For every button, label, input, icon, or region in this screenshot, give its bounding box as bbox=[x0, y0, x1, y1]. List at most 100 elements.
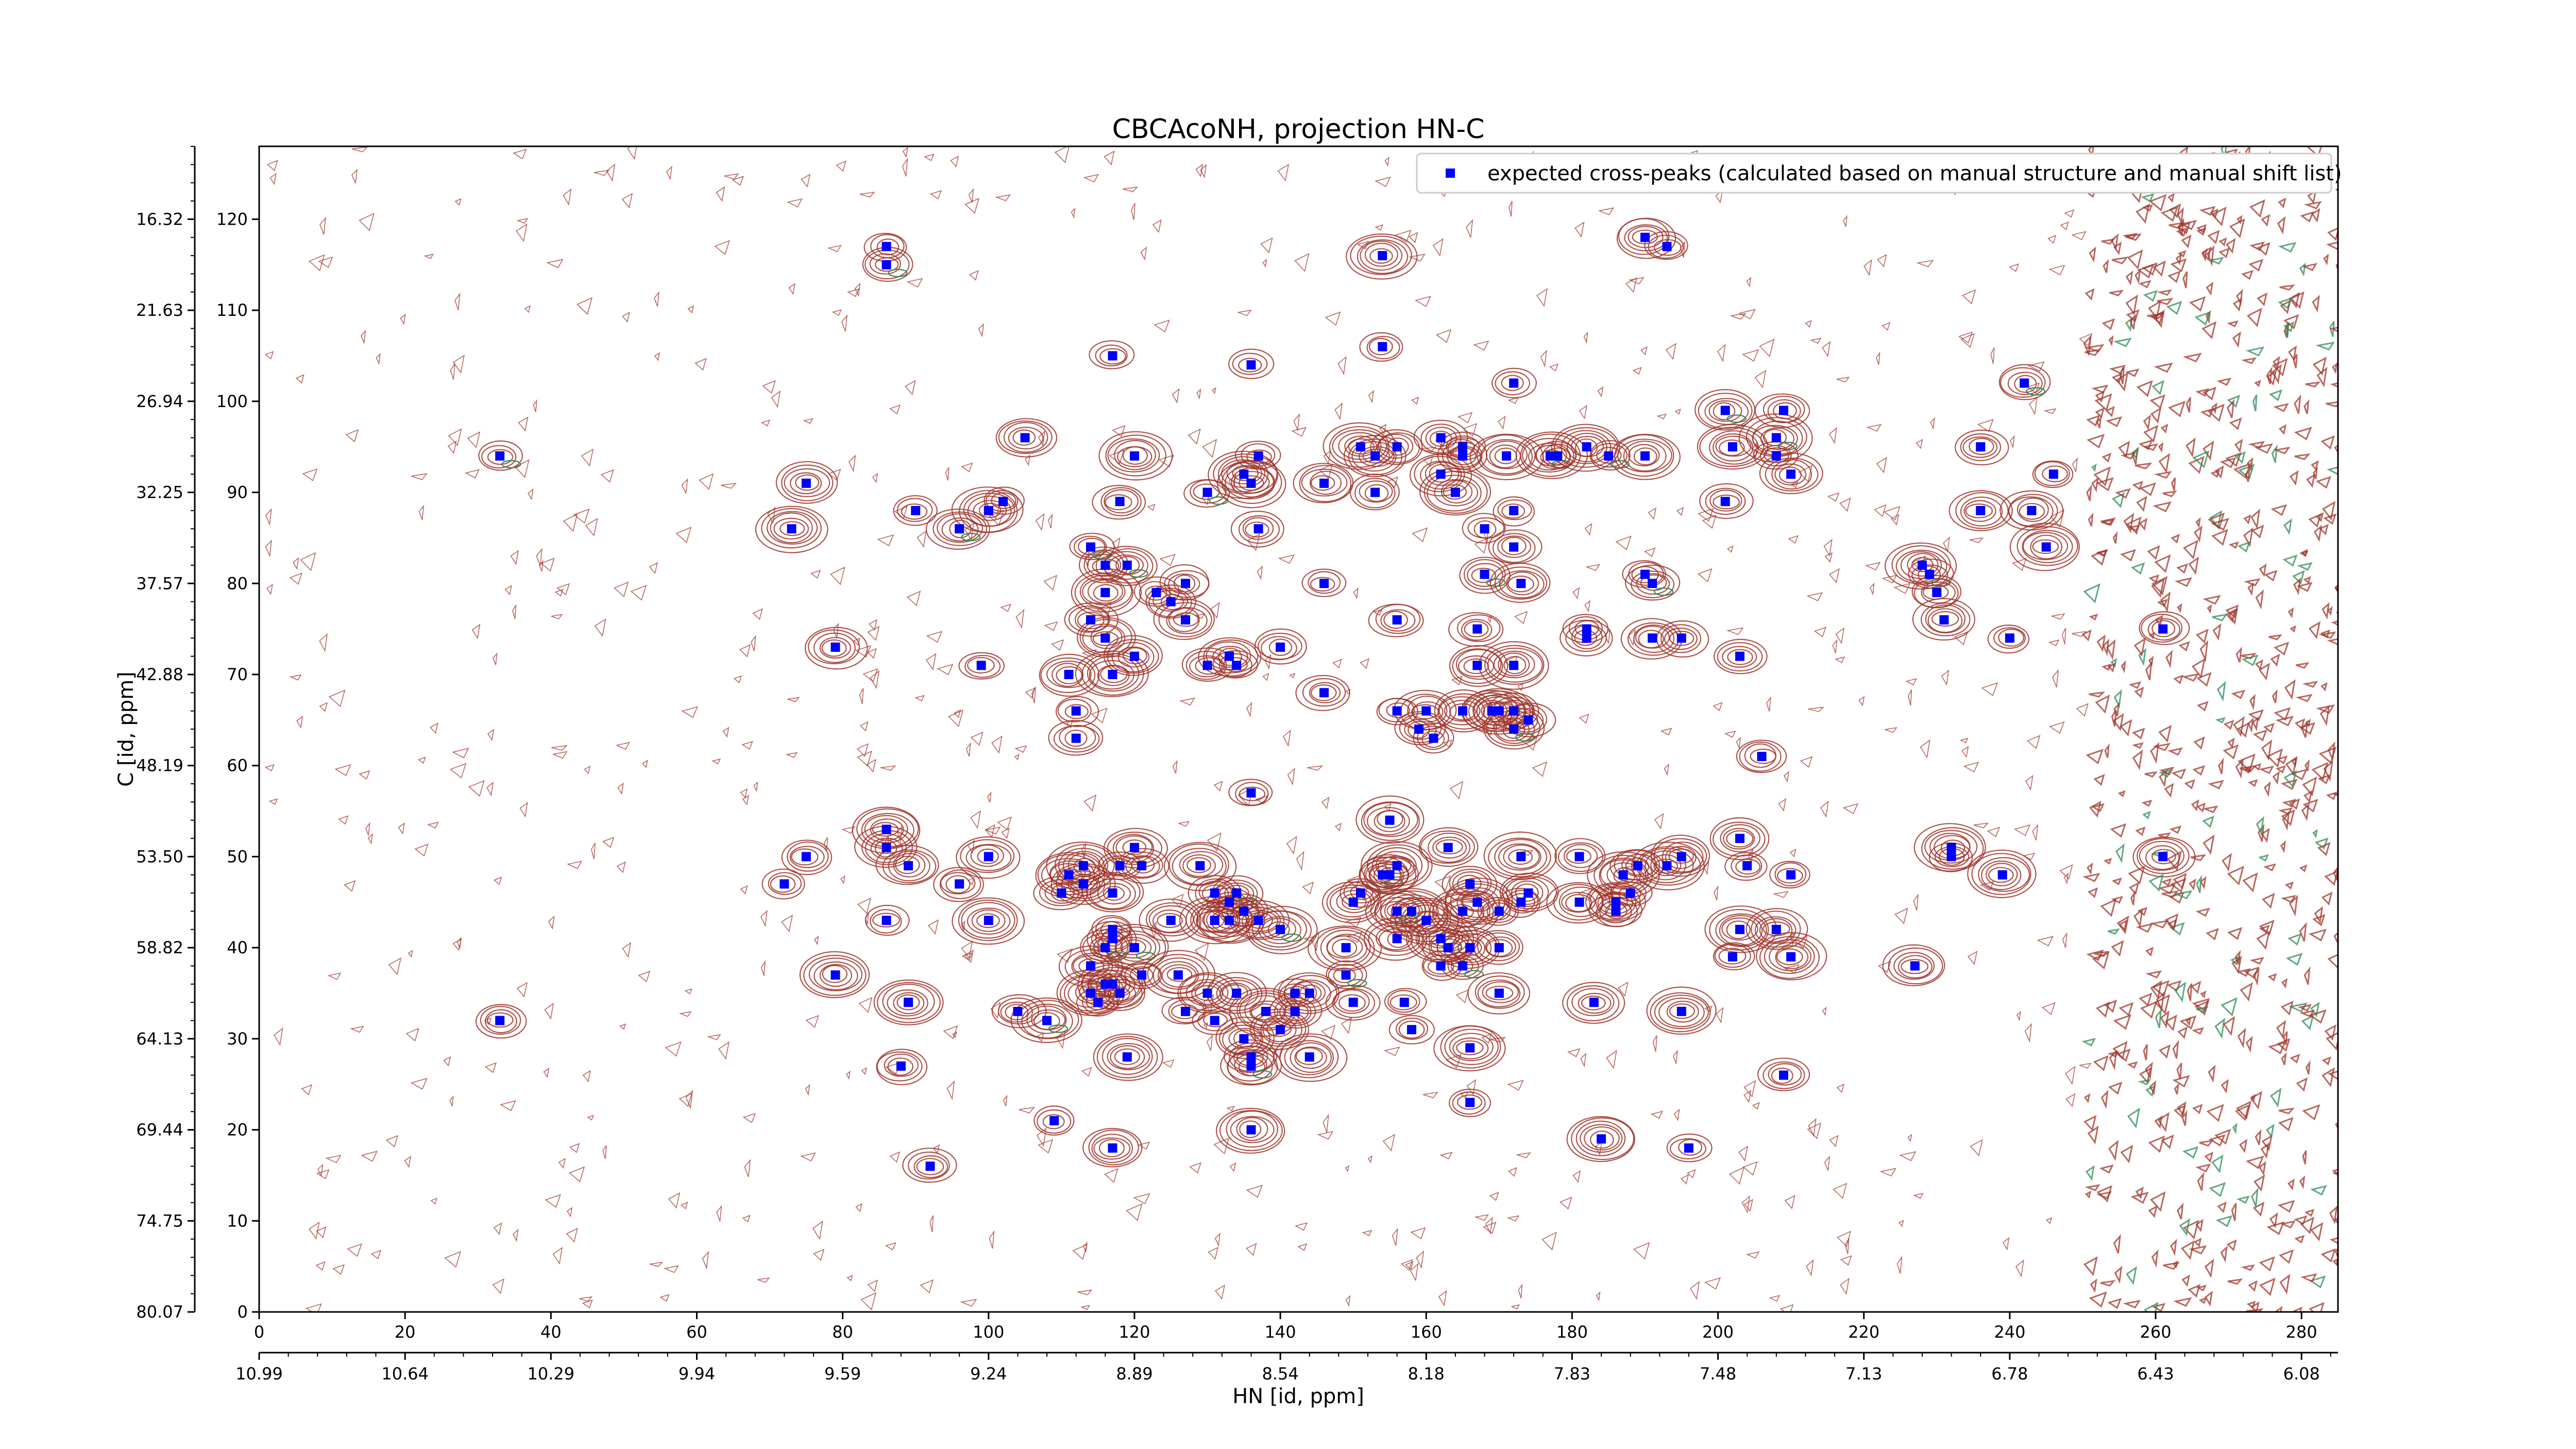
x-tick-label: 160 bbox=[1411, 1322, 1442, 1342]
noise-contour bbox=[2192, 450, 2210, 468]
peak-marker bbox=[1108, 924, 1117, 934]
noise-contour bbox=[2257, 242, 2270, 256]
noise-contour bbox=[2142, 811, 2151, 820]
noise-contour bbox=[2260, 1142, 2270, 1159]
noise-contour bbox=[1908, 689, 1912, 706]
peak-marker bbox=[1465, 943, 1475, 953]
noise-contour bbox=[2157, 289, 2173, 296]
noise-contour bbox=[2136, 203, 2150, 224]
noise-contour bbox=[2100, 898, 2117, 917]
noise-contour bbox=[1905, 678, 1917, 686]
peak-marker bbox=[1494, 706, 1504, 716]
peak-marker bbox=[925, 1161, 935, 1171]
noise-contour bbox=[1580, 1052, 1587, 1068]
contour-ring bbox=[875, 845, 939, 885]
peak-marker bbox=[495, 1016, 505, 1025]
noise-contour bbox=[2202, 595, 2221, 605]
contour-ring bbox=[1736, 739, 1787, 773]
contour-ring bbox=[1760, 427, 1794, 450]
noise-contour bbox=[841, 314, 848, 332]
contour-ring bbox=[784, 468, 831, 497]
negative-contour bbox=[961, 533, 981, 542]
noise-contour bbox=[906, 278, 923, 288]
noise-contour bbox=[308, 1221, 320, 1240]
contour-ring bbox=[1418, 827, 1479, 867]
noise-contour bbox=[1236, 309, 1252, 316]
noise-contour bbox=[2091, 477, 2099, 493]
contour-ring bbox=[963, 493, 1015, 527]
peak-marker bbox=[1385, 815, 1395, 825]
noise-contour bbox=[2204, 1151, 2213, 1163]
contour-ring bbox=[1978, 857, 2030, 892]
noise-contour bbox=[2281, 978, 2288, 989]
noise-contour bbox=[744, 1159, 751, 1177]
peak-marker bbox=[1727, 952, 1737, 962]
contour-ring bbox=[1079, 619, 1132, 656]
noise-contour bbox=[2087, 434, 2105, 449]
noise-contour bbox=[2194, 311, 2211, 326]
peak-marker bbox=[896, 1061, 906, 1071]
negative-contour bbox=[2026, 387, 2046, 396]
noise-contour bbox=[2247, 582, 2255, 596]
contour-ring bbox=[1103, 635, 1163, 676]
noise-contour bbox=[2256, 930, 2270, 950]
y-tick-label: 120 bbox=[216, 209, 248, 229]
noise-contour bbox=[1741, 1195, 1750, 1214]
peak-marker bbox=[1436, 433, 1446, 443]
x-axis: 0 20 40 60 80 100 120 140 160 180 200 220 240 260 280 bbox=[254, 1312, 2317, 1342]
contour-ring bbox=[933, 867, 984, 902]
noise-contour bbox=[2192, 1104, 2203, 1115]
noise-contour bbox=[2182, 1146, 2199, 1159]
contour-ring bbox=[1407, 695, 1448, 726]
c-ppm-tick-label: 53.50 bbox=[136, 847, 183, 866]
noise-contour bbox=[1466, 218, 1473, 238]
contour-ring bbox=[1482, 981, 1519, 1003]
contour-ring bbox=[1560, 619, 1613, 656]
noise-contour bbox=[2231, 689, 2246, 699]
noise-contour bbox=[2109, 1049, 2117, 1071]
noise-contour bbox=[1681, 1174, 1689, 1185]
noise-contour bbox=[2158, 883, 2176, 895]
noise-contour bbox=[2113, 241, 2122, 256]
noise-contour bbox=[1154, 319, 1170, 333]
noise-contour bbox=[1673, 1049, 1678, 1064]
noise-contour bbox=[1810, 338, 1822, 344]
noise-contour bbox=[1654, 813, 1664, 830]
contour-ring bbox=[1578, 992, 1612, 1014]
noise-contour bbox=[2215, 717, 2226, 723]
noise-contour bbox=[2252, 716, 2259, 732]
peak-marker bbox=[1648, 579, 1657, 588]
noise-contour bbox=[1337, 356, 1347, 375]
noise-contour bbox=[2248, 779, 2258, 787]
contour-ring bbox=[790, 472, 822, 495]
noise-contour bbox=[2169, 922, 2185, 936]
noise-contour bbox=[872, 473, 878, 483]
peak-marker bbox=[1276, 924, 1285, 934]
noise-contour bbox=[1743, 1199, 1753, 1212]
noise-contour bbox=[1408, 254, 1426, 262]
noise-contour bbox=[533, 399, 537, 412]
noise-contour bbox=[2151, 380, 2164, 396]
noise-contour bbox=[1455, 989, 1469, 1004]
noise-contour bbox=[699, 473, 714, 490]
noise-contour bbox=[622, 942, 632, 958]
noise-contour bbox=[2237, 1027, 2246, 1049]
noise-contour bbox=[1990, 347, 1995, 364]
contour-ring bbox=[1248, 910, 1312, 951]
contour-ring bbox=[1082, 1127, 1143, 1168]
noise-contour bbox=[1790, 932, 1794, 945]
contour-ring bbox=[873, 979, 944, 1025]
noise-contour bbox=[528, 488, 534, 500]
contour-ring bbox=[755, 506, 828, 553]
noise-contour bbox=[1604, 628, 1611, 644]
peak-marker bbox=[1648, 633, 1657, 643]
contour-ring bbox=[1117, 646, 1150, 668]
noise-contour bbox=[2225, 608, 2236, 623]
noise-contour bbox=[2177, 207, 2184, 226]
contour-ring bbox=[1073, 857, 1096, 875]
noise-contour bbox=[1783, 771, 1789, 783]
contour-ring bbox=[1669, 631, 1694, 646]
noise-contour bbox=[2319, 704, 2330, 727]
noise-contour bbox=[2100, 1279, 2116, 1287]
contour-ring bbox=[1163, 841, 1237, 891]
